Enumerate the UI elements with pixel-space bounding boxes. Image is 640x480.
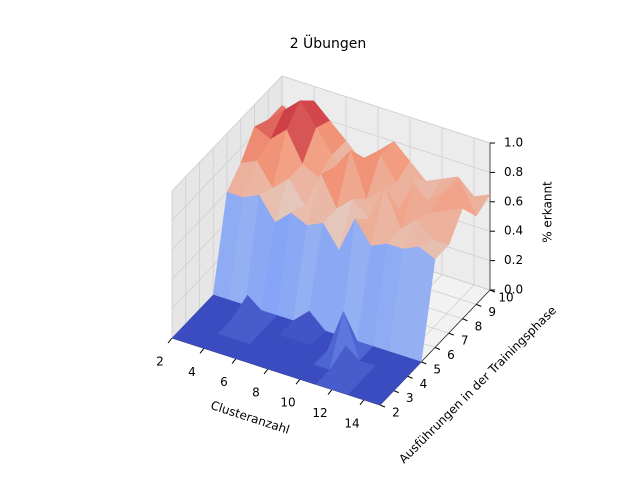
z-tick-label: 0.6 [504,194,523,208]
y-tick [393,390,399,394]
y-tick [379,404,386,408]
x-tick-label: 6 [220,375,228,389]
y-tick [448,332,454,336]
y-tick-label: 5 [433,362,441,376]
y-tick-label: 9 [488,305,496,319]
x-tick [263,368,269,375]
y-tick [476,303,482,307]
x-tick [327,389,333,395]
y-tick-label: 10 [498,291,513,305]
chart-title: 2 Übungen [290,34,367,52]
z-axis-label: % erkannt [541,181,555,243]
z-tick-label: 0.8 [504,165,523,179]
x-axis-label: Clusteranzahl [209,398,291,437]
x-tick [295,378,301,385]
y-tick [407,375,413,379]
x-tick-label: 14 [344,416,359,430]
x-tick-label: 4 [188,365,196,379]
x-tick [167,337,173,344]
x-tick-label: 8 [252,385,260,399]
grid-line [281,75,491,144]
x-tick-label: 10 [280,396,295,410]
surface-face [363,385,395,406]
y-tick [421,361,427,365]
z-tick-label: 0.4 [504,224,523,238]
y-tick-label: 8 [475,319,483,333]
y-tick-label: 4 [420,377,428,391]
x-tick [199,347,205,354]
z-tick-label: 1.0 [504,136,523,150]
z-tick-label: 0.0 [504,283,523,297]
x-tick-label: 12 [312,406,327,420]
y-tick-label: 6 [447,348,455,362]
x-tick [359,399,365,406]
grid-line [171,75,283,192]
x-tick [231,358,237,364]
z-tick-label: 0.2 [504,253,523,267]
y-tick-label: 3 [406,391,414,405]
x-tick-label: 2 [156,355,164,369]
y-tick-label: 2 [392,406,400,420]
y-tick [434,347,441,350]
y-tick [462,318,468,322]
y-tick-label: 7 [461,334,469,348]
